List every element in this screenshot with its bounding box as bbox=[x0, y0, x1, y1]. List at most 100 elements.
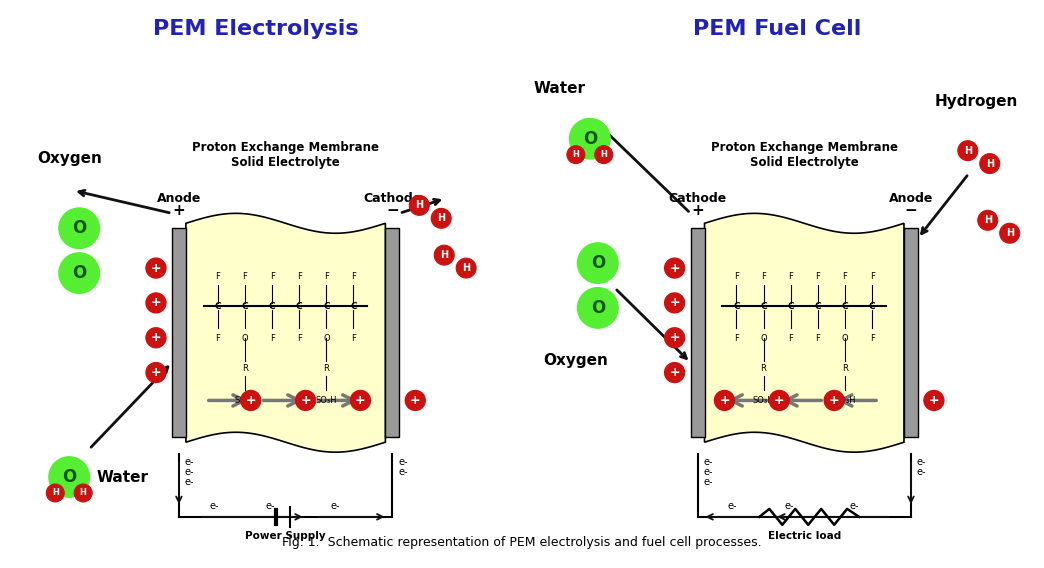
Text: Fig. 1.  Schematic representation of PEM electrolysis and fuel cell processes.: Fig. 1. Schematic representation of PEM … bbox=[282, 536, 762, 549]
Text: PEM Electrolysis: PEM Electrolysis bbox=[152, 19, 358, 39]
Bar bbox=[172, 228, 186, 437]
Text: F: F bbox=[761, 272, 766, 281]
Text: O: O bbox=[591, 299, 604, 317]
Text: C: C bbox=[814, 302, 822, 311]
Text: e-: e- bbox=[704, 457, 713, 467]
Text: e-: e- bbox=[850, 501, 859, 511]
Text: −: − bbox=[904, 203, 918, 218]
Text: +: + bbox=[719, 394, 730, 407]
Text: +: + bbox=[150, 296, 161, 310]
Circle shape bbox=[456, 258, 476, 278]
Text: e-: e- bbox=[399, 457, 408, 467]
Text: H: H bbox=[983, 215, 992, 225]
Circle shape bbox=[60, 253, 99, 293]
Text: SO₃H: SO₃H bbox=[753, 395, 775, 404]
Text: F: F bbox=[351, 272, 356, 281]
Text: F: F bbox=[788, 334, 793, 343]
Text: R: R bbox=[324, 364, 329, 373]
Text: H: H bbox=[964, 145, 972, 156]
Text: Proton Exchange Membrane
Solid Electrolyte: Proton Exchange Membrane Solid Electroly… bbox=[711, 140, 898, 169]
Text: e-: e- bbox=[728, 501, 737, 511]
Text: +: + bbox=[669, 366, 680, 379]
Text: O: O bbox=[583, 130, 597, 148]
Text: e-: e- bbox=[399, 467, 408, 477]
Text: e-: e- bbox=[266, 501, 276, 511]
Text: SO₃H: SO₃H bbox=[834, 395, 856, 404]
Text: H: H bbox=[572, 150, 579, 159]
Text: F: F bbox=[843, 272, 848, 281]
Text: +: + bbox=[410, 394, 421, 407]
Text: +: + bbox=[355, 394, 365, 407]
Circle shape bbox=[577, 288, 618, 328]
Circle shape bbox=[434, 245, 454, 265]
Text: R: R bbox=[761, 364, 766, 373]
Text: H: H bbox=[441, 250, 448, 260]
Text: −: − bbox=[386, 203, 399, 218]
Text: e-: e- bbox=[185, 467, 194, 477]
Circle shape bbox=[567, 145, 585, 164]
Circle shape bbox=[146, 293, 166, 313]
Circle shape bbox=[431, 208, 451, 228]
Text: e-: e- bbox=[185, 477, 194, 487]
Text: O: O bbox=[323, 334, 330, 343]
Circle shape bbox=[295, 390, 315, 410]
Text: F: F bbox=[215, 334, 220, 343]
Text: +: + bbox=[245, 394, 256, 407]
Text: C: C bbox=[841, 302, 849, 311]
Text: +: + bbox=[829, 394, 839, 407]
Text: Proton Exchange Membrane
Solid Electrolyte: Proton Exchange Membrane Solid Electroly… bbox=[192, 140, 379, 169]
Text: F: F bbox=[296, 272, 302, 281]
Circle shape bbox=[570, 119, 610, 158]
Circle shape bbox=[824, 390, 845, 410]
Circle shape bbox=[74, 484, 92, 502]
Circle shape bbox=[60, 208, 99, 248]
Circle shape bbox=[351, 390, 371, 410]
Text: H: H bbox=[79, 488, 87, 498]
Polygon shape bbox=[705, 214, 904, 452]
Bar bbox=[385, 228, 399, 437]
Text: C: C bbox=[214, 302, 221, 311]
Text: Cathode: Cathode bbox=[363, 193, 422, 206]
Text: +: + bbox=[774, 394, 785, 407]
Text: +: + bbox=[150, 262, 161, 274]
Text: Anode: Anode bbox=[157, 193, 201, 206]
Circle shape bbox=[665, 362, 685, 382]
Text: e-: e- bbox=[209, 501, 218, 511]
Circle shape bbox=[665, 293, 685, 313]
Text: Water: Water bbox=[533, 81, 586, 96]
Text: F: F bbox=[215, 272, 220, 281]
Circle shape bbox=[665, 258, 685, 278]
Text: +: + bbox=[669, 262, 680, 274]
Text: F: F bbox=[734, 334, 739, 343]
Text: Electric load: Electric load bbox=[767, 531, 840, 541]
Text: F: F bbox=[815, 272, 821, 281]
Text: F: F bbox=[296, 334, 302, 343]
Text: Anode: Anode bbox=[888, 193, 933, 206]
Text: O: O bbox=[72, 264, 87, 282]
Text: C: C bbox=[787, 302, 794, 311]
Text: H: H bbox=[462, 263, 470, 273]
Circle shape bbox=[405, 390, 425, 410]
Text: F: F bbox=[788, 272, 793, 281]
Circle shape bbox=[769, 390, 789, 410]
Text: H: H bbox=[986, 158, 994, 169]
Text: C: C bbox=[295, 302, 303, 311]
Text: H: H bbox=[52, 488, 58, 498]
Text: C: C bbox=[760, 302, 767, 311]
Circle shape bbox=[924, 390, 944, 410]
Bar bbox=[690, 228, 705, 437]
Text: C: C bbox=[869, 302, 875, 311]
Circle shape bbox=[241, 390, 261, 410]
Circle shape bbox=[665, 328, 685, 348]
Text: e-: e- bbox=[331, 501, 340, 511]
Text: +: + bbox=[691, 203, 704, 218]
Text: H: H bbox=[1005, 228, 1014, 238]
Text: Hydrogen: Hydrogen bbox=[935, 94, 1019, 109]
Text: F: F bbox=[870, 272, 875, 281]
Text: +: + bbox=[928, 394, 940, 407]
Text: F: F bbox=[324, 272, 329, 281]
Text: e-: e- bbox=[704, 477, 713, 487]
Text: Oxygen: Oxygen bbox=[544, 353, 609, 367]
Text: F: F bbox=[815, 334, 821, 343]
Circle shape bbox=[577, 243, 618, 283]
